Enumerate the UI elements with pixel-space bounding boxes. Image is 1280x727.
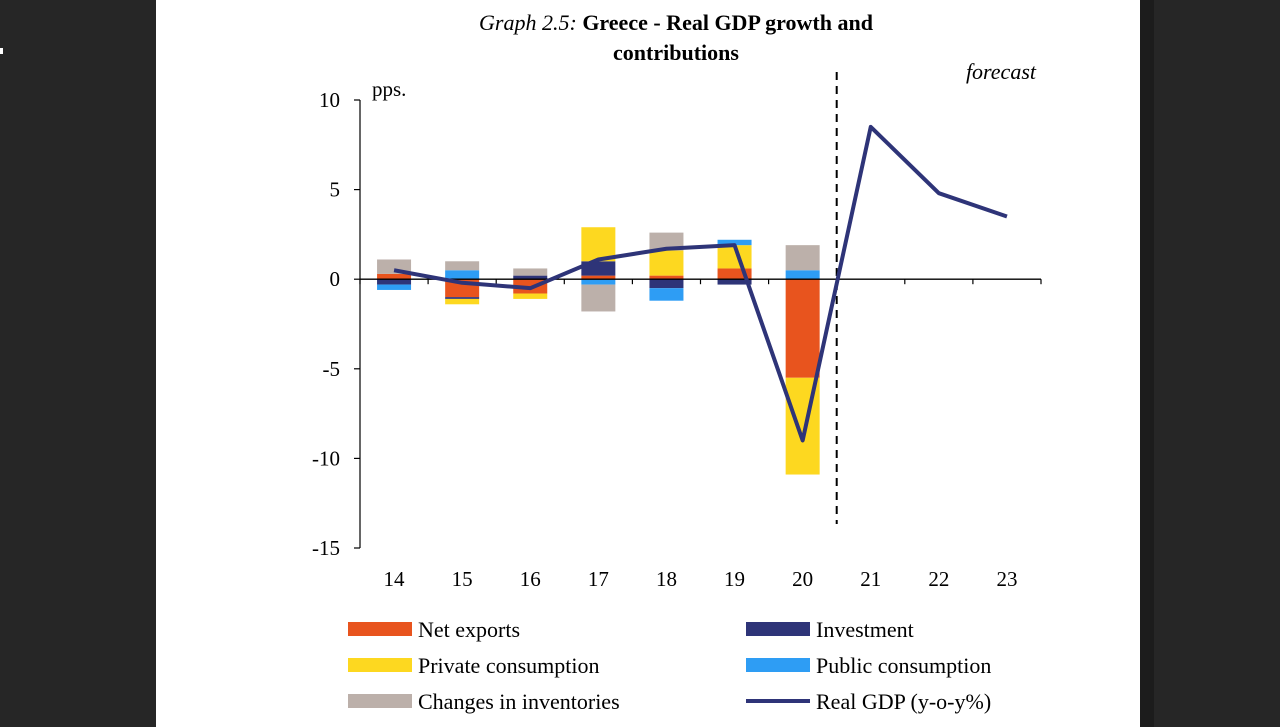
bar-changes-in-inventories-16 [513,268,548,276]
legend-swatch-private-consumption [348,658,412,672]
legend-label-investment: Investment [816,617,914,642]
bar-private-consumption-17 [581,227,616,262]
chart-title: Graph 2.5: Greece - Real GDP growth and … [426,8,926,68]
right-background [1140,0,1280,727]
bar-changes-in-inventories-18 [649,232,684,251]
bar-changes-in-inventories-17 [581,284,616,312]
x-tick-label: 23 [996,567,1017,591]
legend-label-private-consumption: Private consumption [418,653,599,678]
y-axis-label: pps. [372,77,406,101]
bar-investment-18 [649,279,684,289]
bar-investment-14 [377,279,412,285]
bar-net-exports-14 [377,273,412,280]
y-tick-label: -10 [312,446,340,470]
chart-title-main: Greece - Real GDP growth and contributio… [582,10,873,65]
legend-label-real-gdp-y-o-y-: Real GDP (y-o-y%) [816,689,991,714]
document-page: Graph 2.5: Greece - Real GDP growth and … [156,0,1140,727]
bar-investment-16 [513,275,548,280]
bar-private-consumption-16 [513,293,548,299]
bar-investment-19 [717,279,752,285]
x-tick-label: 20 [792,567,813,591]
y-tick-label: -15 [312,536,340,560]
y-tick-label: 0 [330,267,341,291]
y-tick-label: 5 [330,178,341,202]
legend-label-changes-in-inventories: Changes in inventories [418,689,620,714]
line-real-gdp [393,124,1008,443]
chart: 10 5 0 -5 -10 -15 pps. 14 15 16 17 18 19 20 21 22 23 fore… [312,59,1042,714]
bar-public-consumption-15 [445,270,480,280]
edge-mark [0,48,3,54]
y-tick-label: -5 [323,357,341,381]
bar-public-consumption-14 [377,284,412,290]
bar-net-exports-18 [649,275,684,280]
legend-label-net-exports: Net exports [418,617,520,642]
bar-private-consumption-15 [445,298,480,305]
bar-changes-in-inventories-15 [445,261,480,271]
bar-public-consumption-17 [581,279,616,285]
bar-private-consumption-19 [717,245,752,269]
x-tick-label: 21 [860,567,881,591]
forecast-label: forecast [966,59,1037,84]
bar-public-consumption-18 [649,288,684,301]
bar-net-exports-17 [581,275,616,280]
bar-public-consumption-19 [717,239,752,246]
bar-changes-in-inventories-20 [785,245,820,271]
chart-title-prefix: Graph 2.5: [479,10,577,35]
x-tick-label: 22 [928,567,949,591]
y-tick-label: 10 [319,88,340,112]
x-tick-label: 16 [520,567,541,591]
left-background [0,0,156,727]
bar-net-exports-19 [717,268,752,280]
x-tick-label: 17 [588,567,609,591]
x-tick-label: 15 [452,567,473,591]
legend-swatch-net-exports [348,622,412,636]
legend-swatch-changes-in-inventories [348,694,412,708]
legend-swatch-investment [746,622,810,636]
x-tick-label: 14 [384,567,406,591]
bar-net-exports-20 [785,279,820,378]
x-tick-label: 19 [724,567,745,591]
bar-investment-15 [445,297,480,299]
right-scroll-strip [1140,0,1154,727]
bar-public-consumption-20 [785,270,820,280]
legend-swatch-public-consumption [746,658,810,672]
bar-private-consumption-18 [649,250,684,276]
legend-label-public-consumption: Public consumption [816,653,991,678]
x-tick-label: 18 [656,567,677,591]
